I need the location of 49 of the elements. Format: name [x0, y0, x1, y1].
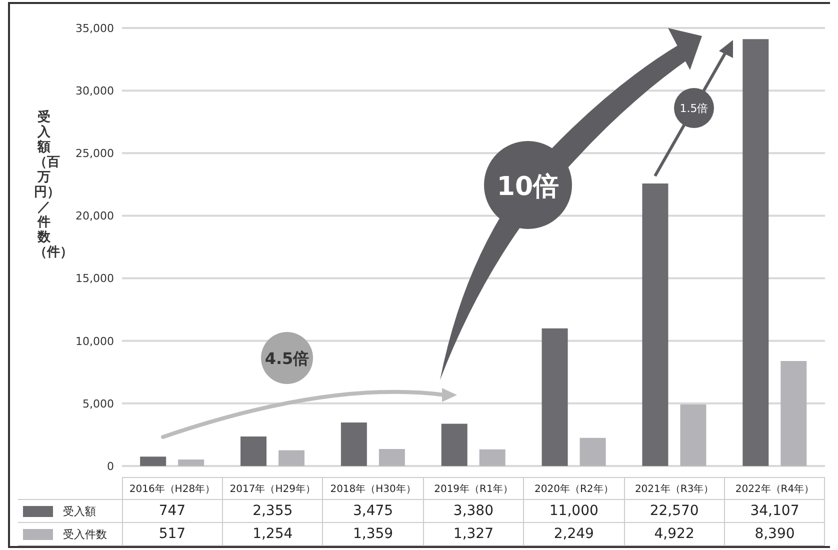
- data-label: 1,359: [322, 522, 424, 546]
- y-tick-label: 5,000: [82, 397, 114, 410]
- bar: [441, 424, 468, 466]
- y-tick-label: 0: [107, 460, 114, 473]
- y-tick-label: 15,000: [76, 272, 114, 286]
- text: 受入額（百万円）／件数（件）: [34, 110, 73, 260]
- annotation: 10倍: [496, 172, 560, 202]
- x-tick-label: 2019年（R1年）: [423, 478, 524, 500]
- bar: [542, 328, 568, 466]
- data-label: 1,254: [222, 522, 323, 546]
- legend-label: 受入額: [63, 504, 96, 518]
- bar: [240, 436, 267, 466]
- x-tick-label: 2020年（R2年）: [524, 478, 624, 500]
- x-tick-label: 2016年（H28年）: [122, 478, 222, 500]
- y-tick-label: 35,000: [76, 22, 114, 35]
- bar: [140, 456, 166, 466]
- y-tick-label: 20,000: [76, 210, 114, 223]
- x-tick-label: 2021年（R3年）: [624, 478, 725, 500]
- bar: [642, 184, 668, 466]
- annotation: 4.5倍: [264, 349, 310, 368]
- data-label: 2,249: [524, 522, 624, 546]
- data-label: 747: [122, 500, 222, 522]
- annotation: 1.5倍: [680, 102, 708, 115]
- data-label: 8,390: [724, 522, 825, 546]
- bar: [340, 422, 367, 466]
- x-tick-label: 2017年（H29年）: [222, 478, 323, 500]
- bar: [780, 361, 807, 466]
- data-label: 34,107: [724, 500, 825, 522]
- data-label: 22,570: [624, 500, 725, 522]
- y-tick-label: 25,000: [76, 147, 114, 160]
- bar: [278, 450, 305, 466]
- data-label: 517: [122, 522, 222, 546]
- data-label: 2,355: [222, 500, 323, 522]
- bar: [742, 39, 769, 466]
- data-label: 3,380: [423, 500, 524, 522]
- bar: [378, 448, 405, 466]
- x-tick-label: 2022年（R4年）: [724, 478, 825, 500]
- bar: [178, 460, 204, 466]
- y-tick-label: 30,000: [76, 84, 114, 98]
- data-label: 1,327: [423, 522, 524, 546]
- bar: [479, 449, 506, 466]
- x-tick-label: 2018年（H30年）: [322, 478, 424, 500]
- data-label: 4,922: [624, 522, 725, 546]
- bar: [580, 438, 606, 466]
- bar: [680, 404, 706, 466]
- data-label: 3,475: [322, 500, 424, 522]
- y-tick-label: 10,000: [76, 334, 114, 348]
- data-label: 11,000: [524, 500, 624, 522]
- legend-label: 受入件数: [63, 528, 107, 540]
